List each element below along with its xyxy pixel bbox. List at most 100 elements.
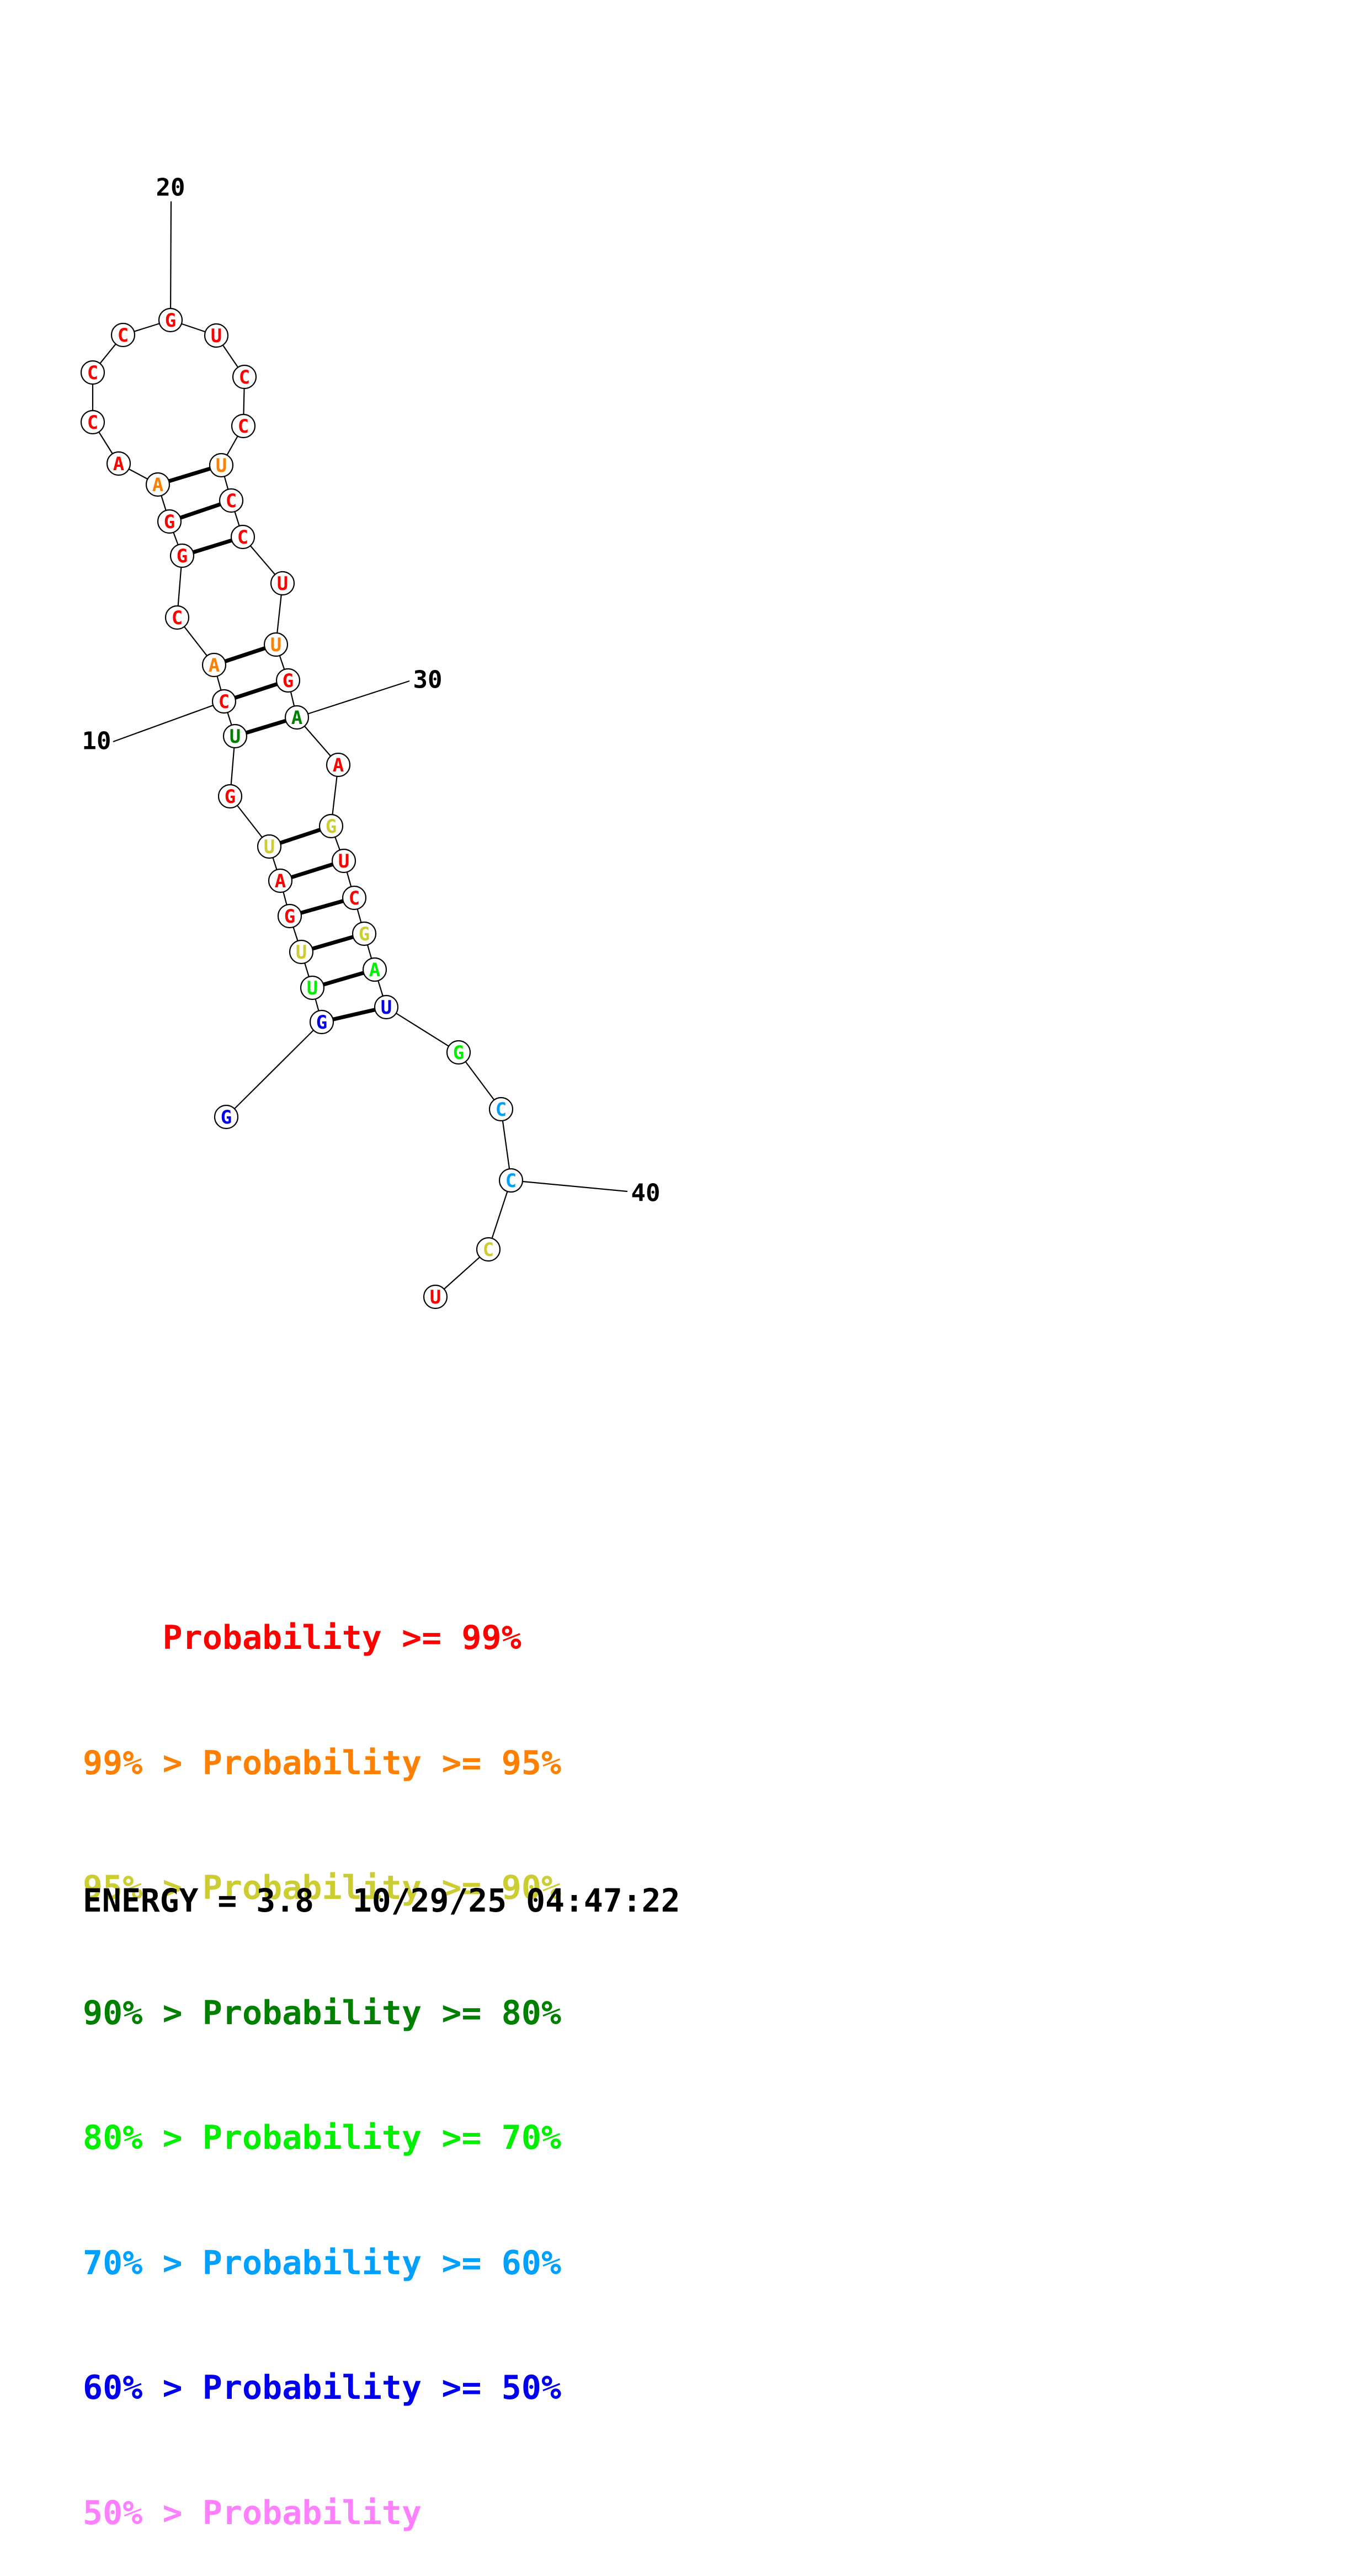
legend-prefix: 95% > (83, 1869, 203, 1907)
nucleotide-letter: U (430, 1286, 441, 1308)
nucleotide-letter: U (338, 850, 349, 872)
nucleotide-24: U (209, 453, 234, 478)
nucleotide-letter: C (505, 1170, 517, 1192)
nucleotide-11: A (201, 652, 227, 678)
legend-row-p60: 70% > Probability >= 60% (83, 2243, 561, 2285)
nucleotide-circle (257, 834, 282, 859)
nucleotide-circle (231, 413, 256, 439)
nucleotide-circle (110, 322, 136, 348)
nucleotide-circle (309, 1009, 334, 1035)
nucleotide-circle (374, 994, 399, 1020)
nucleotide-circle (275, 668, 301, 693)
nucleotide-38: G (446, 1040, 471, 1065)
nucleotide-32: G (318, 813, 344, 839)
nucleotide-41: C (476, 1237, 501, 1262)
tick-label-10: 10 (82, 727, 111, 755)
nucleotide-circle (326, 752, 351, 778)
nucleotide-33: U (331, 848, 356, 874)
nucleotide-circle (169, 543, 195, 568)
nucleotide-6: A (268, 868, 293, 893)
nucleotide-circle (488, 1097, 514, 1122)
nucleotide-23: C (231, 413, 256, 439)
nucleotide-circle (318, 813, 344, 839)
nucleotide-circle (284, 705, 310, 730)
nucleotide-letter: C (87, 412, 98, 434)
nucleotide-circle (164, 605, 190, 630)
legend-text: Probability >= 50% (202, 2369, 561, 2407)
nucleotide-26: C (230, 524, 255, 550)
legend-text: Probability >= 90% (202, 1869, 561, 1907)
nucleotide-circle (80, 409, 105, 435)
nucleotide-letter: U (211, 325, 222, 347)
nucleotide-letter: C (237, 526, 248, 549)
nucleotide-circle (80, 360, 105, 385)
nucleotide-circle (423, 1284, 448, 1310)
nucleotide-circle (222, 723, 248, 749)
nucleotide-8: G (217, 784, 243, 809)
nucleotide-letter: A (275, 870, 286, 892)
nucleotide-letter: G (453, 1042, 464, 1064)
nucleotide-circle (145, 472, 171, 497)
nucleotide-27: U (270, 571, 295, 596)
energy-value: ENERGY = 3.8 (83, 1882, 315, 1919)
probability-legend: Probability >= 99% 99% > Probability >= … (83, 1534, 561, 2576)
nucleotide-letter: C (496, 1099, 507, 1121)
backbone-segment (226, 1021, 322, 1117)
nucleotide-letter: C (349, 887, 360, 909)
nucleotide-letter: A (333, 754, 344, 776)
energy-footer: ENERGY = 3.8 10/29/25 04:47:22 (83, 1882, 680, 1919)
tick-label-20: 20 (156, 174, 185, 202)
nucleotide-letter: G (284, 906, 295, 928)
nucleotide-circle (352, 921, 377, 946)
position-ticks: 10 20 30 40 (82, 174, 661, 1207)
nucleotide-circle (204, 323, 229, 348)
legend-row-plow: 50% > Probability (83, 2493, 561, 2535)
nucleotide-22: C (232, 364, 257, 390)
nucleotide-21: U (204, 323, 229, 348)
nucleotide-letter: C (219, 691, 230, 713)
nucleotide-17: C (80, 409, 105, 435)
nucleotide-18: C (80, 360, 105, 385)
nucleotide-circle (106, 451, 131, 476)
nucleotide-letter: U (307, 977, 318, 999)
nucleotide-letter: G (165, 310, 176, 332)
legend-text: Probability >= 95% (202, 1743, 561, 1782)
legend-row-p80: 90% > Probability >= 80% (83, 1993, 561, 2035)
nucleotide-circle (268, 868, 293, 893)
legend-text: Probability >= 70% (202, 2119, 561, 2157)
nucleotide-20: G (158, 307, 183, 333)
nucleotide-circle (263, 632, 289, 657)
legend-text: Probability (202, 2493, 422, 2532)
nucleotide-letter: A (291, 707, 302, 729)
nucleotide-circle (300, 975, 325, 1000)
nucleotide-letter: C (87, 362, 98, 384)
nucleotide-letter: A (152, 474, 163, 496)
nucleotide-letter: G (225, 786, 236, 808)
nucleotide-letter: C (172, 607, 183, 629)
nucleotide-letter: U (270, 634, 281, 656)
nucleotide-10: C (211, 689, 237, 714)
backbone-segment (386, 1007, 459, 1053)
nucleotide-circle (158, 307, 183, 333)
nucleotide-circle (232, 364, 257, 390)
nucleotide-circle (211, 689, 237, 714)
nucleotide-2: G (309, 1009, 334, 1035)
nucleotide-circle (214, 1104, 239, 1130)
nucleotide-3: U (300, 975, 325, 1000)
nucleotide-circle (342, 885, 367, 911)
nucleotide-circle (201, 652, 227, 678)
legend-prefix: 80% > (83, 2119, 203, 2157)
nucleotide-letter: U (216, 455, 227, 477)
backbone-lines (92, 319, 512, 1297)
nucleotide-letter: G (359, 923, 370, 945)
nucleotide-letter: U (264, 836, 275, 858)
legend-row-p70: 80% > Probability >= 70% (83, 2117, 561, 2159)
nucleotide-circle (498, 1168, 524, 1193)
nucleotide-25: C (219, 488, 244, 513)
nucleotide-letter: U (381, 997, 392, 1019)
legend-row-p50: 60% > Probability >= 50% (83, 2367, 561, 2409)
nucleotide-12: C (164, 605, 190, 630)
nucleotide-circle (157, 509, 182, 534)
legend-prefix: 50% > (83, 2493, 203, 2532)
